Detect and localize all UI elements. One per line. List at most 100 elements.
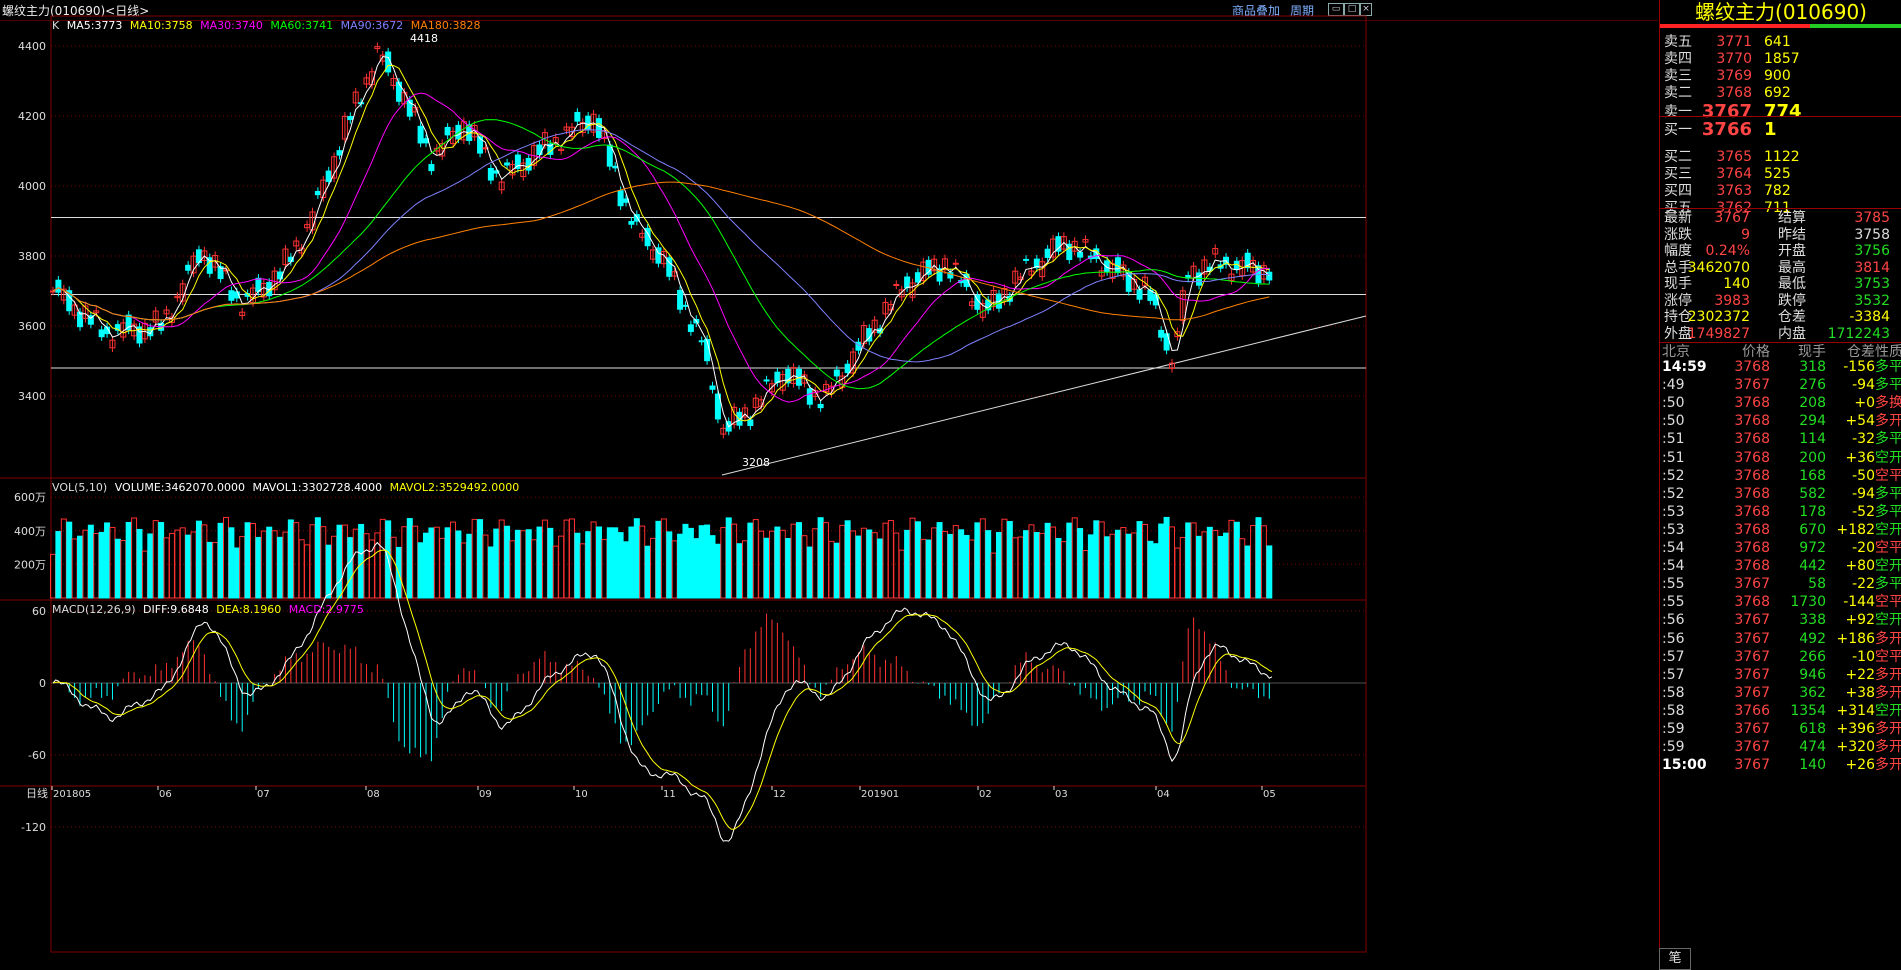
volume-bar xyxy=(590,521,597,599)
tick-row[interactable]: 14:59 3768 318 -156 多平 xyxy=(1660,358,1901,376)
volume-label: VOL(5,10) xyxy=(52,481,108,494)
ask-row[interactable]: 卖五 3771 641 xyxy=(1660,32,1901,52)
tick-tab[interactable]: 笔 xyxy=(1659,948,1691,970)
volume-bar xyxy=(368,539,375,599)
tick-d: -52 xyxy=(1852,503,1875,520)
tick-row[interactable]: :59 3767 618 +396 多开 xyxy=(1660,720,1901,738)
volume-bar xyxy=(1082,550,1089,599)
tick-row[interactable]: :57 3767 946 +22 多开 xyxy=(1660,666,1901,684)
tick-row[interactable]: :58 3766 1354 +314 空开 xyxy=(1660,702,1901,720)
ma-legend-item: MA10:3758 xyxy=(126,19,193,32)
dea-line xyxy=(52,549,1273,830)
quote-value: 3983 xyxy=(1714,292,1750,309)
quote-label: 内盘 xyxy=(1778,325,1806,342)
candle-body xyxy=(936,268,943,282)
volume-bar xyxy=(963,534,970,599)
bid-row[interactable]: 买二 3765 1122 xyxy=(1660,147,1901,167)
kline-chart[interactable]: 4400 4200 4000 3800 3600 3400 600万 400万 200万 60 0 -… xyxy=(0,0,1659,969)
tick-d: -32 xyxy=(1852,431,1875,448)
bid-row[interactable]: 买五 3762 711 xyxy=(1660,198,1901,218)
tick-t: :54 xyxy=(1662,558,1685,575)
overlay-commodity-link[interactable]: 商品叠加 xyxy=(1232,4,1281,18)
tick-v: 1354 xyxy=(1790,702,1826,719)
tick-row[interactable]: :52 3768 582 -94 多平 xyxy=(1660,485,1901,503)
bid-row[interactable]: 买四 3763 782 xyxy=(1660,181,1901,201)
tick-row[interactable]: :57 3767 266 -10 空平 xyxy=(1660,648,1901,666)
ask-row[interactable]: 卖四 3770 1857 xyxy=(1660,49,1901,69)
tick-d: -94 xyxy=(1852,485,1875,502)
candle-body xyxy=(1174,331,1181,338)
tick-p: 3767 xyxy=(1734,630,1770,647)
volume-bar xyxy=(487,546,494,599)
volume-bar xyxy=(98,531,105,599)
level-price: 3763 xyxy=(1716,183,1752,199)
tick-row[interactable]: :49 3767 276 -94 多平 xyxy=(1660,376,1901,394)
ask-row[interactable]: 卖二 3768 692 xyxy=(1660,83,1901,103)
volume-bar xyxy=(460,542,467,599)
tick-row[interactable]: :54 3768 442 +80 空开 xyxy=(1660,557,1901,575)
level-label: 买二 xyxy=(1664,149,1692,165)
volume-bar xyxy=(1147,540,1154,599)
volume-bar xyxy=(655,520,662,599)
tick-row[interactable]: :51 3768 200 +36 空开 xyxy=(1660,449,1901,467)
quote-label: 涨停 xyxy=(1664,292,1692,309)
tick-row[interactable]: :52 3768 168 -50 空平 xyxy=(1660,467,1901,485)
tick-t: :58 xyxy=(1662,702,1685,719)
quote-label: 幅度 xyxy=(1664,243,1692,259)
tick-d: -144 xyxy=(1843,594,1875,611)
ask-row[interactable]: 卖三 3769 900 xyxy=(1660,66,1901,86)
trend-line[interactable] xyxy=(721,315,1367,476)
tick-row[interactable]: :53 3768 670 +182 空开 xyxy=(1660,521,1901,539)
tick-d: +182 xyxy=(1836,521,1875,538)
buy-strength-bar xyxy=(1660,24,1810,28)
ask-row[interactable]: 卖一 3767 774 xyxy=(1660,102,1901,122)
quote-label: 现手 xyxy=(1664,276,1692,292)
volume-bar xyxy=(974,522,981,599)
bid-row[interactable]: 买一 3766 1 xyxy=(1660,120,1901,140)
volume-bar xyxy=(914,521,921,599)
tick-row[interactable]: :50 3768 208 +0 多换 xyxy=(1660,394,1901,412)
tick-row[interactable]: 15:00 3767 140 +26 多开 xyxy=(1660,756,1901,774)
level-volume: 692 xyxy=(1764,85,1791,101)
bid-row[interactable]: 买三 3764 525 xyxy=(1660,164,1901,184)
tick-t: :55 xyxy=(1662,576,1685,593)
tick-row[interactable]: :56 3767 492 +186 多开 xyxy=(1660,630,1901,648)
candle-body xyxy=(336,150,343,156)
volume-bar xyxy=(979,518,986,599)
volume-bar xyxy=(1104,536,1111,599)
candle-body xyxy=(709,385,716,390)
volume-bar xyxy=(909,517,916,599)
tick-row[interactable]: :50 3768 294 +54 多开 xyxy=(1660,412,1901,430)
quote-row: 总手 3462070 最高 3814 xyxy=(1660,260,1901,277)
period-link[interactable]: 周期 xyxy=(1290,4,1315,18)
volume-bar xyxy=(1023,530,1030,599)
volume-bar xyxy=(1125,533,1132,599)
volume-bar xyxy=(531,539,538,599)
candle-body xyxy=(190,255,197,274)
tick-row[interactable]: :55 3767 58 -22 多平 xyxy=(1660,575,1901,593)
volume-bar xyxy=(1250,525,1257,599)
tick-row[interactable]: :51 3768 114 -32 多平 xyxy=(1660,430,1901,448)
tick-row[interactable]: :56 3767 338 +92 空开 xyxy=(1660,611,1901,629)
volume-bar xyxy=(747,522,754,599)
volume-bar xyxy=(996,531,1003,599)
volume-bar xyxy=(823,522,830,599)
volume-bar xyxy=(93,532,100,599)
volume-bar xyxy=(595,526,602,599)
tick-p: 3767 xyxy=(1734,648,1770,665)
tick-row[interactable]: :55 3768 1730 -144 空平 xyxy=(1660,593,1901,611)
tick-row[interactable]: :53 3768 178 -52 多平 xyxy=(1660,503,1901,521)
tick-row[interactable]: :59 3767 474 +320 多开 xyxy=(1660,738,1901,756)
tick-row[interactable]: :58 3767 362 +38 多开 xyxy=(1660,684,1901,702)
volume-bar xyxy=(1152,543,1159,599)
ticks-header-cell: 性质 xyxy=(1875,344,1901,360)
tick-row[interactable]: :54 3768 972 -20 空平 xyxy=(1660,539,1901,557)
volume-bar xyxy=(71,538,78,599)
tick-n: 多开 xyxy=(1875,684,1901,701)
quote-panel: 螺纹主力(010690) 卖五 3771 641 卖四 3770 1857 卖三 3769 90… xyxy=(1659,0,1901,969)
candle-body xyxy=(1017,276,1024,281)
volume-bar xyxy=(1163,516,1170,599)
macd-tick: 60 xyxy=(32,605,46,618)
tick-v: 492 xyxy=(1799,630,1826,647)
volume-bar xyxy=(222,517,229,599)
